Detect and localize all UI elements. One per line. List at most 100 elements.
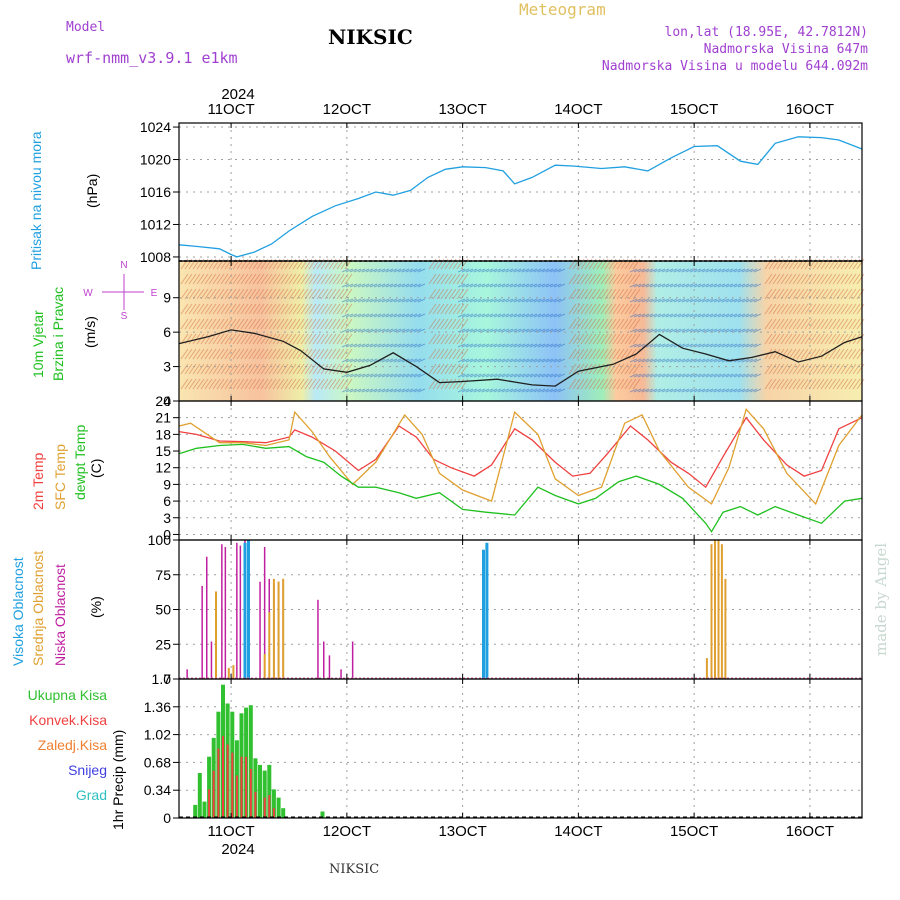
- wind-barb: [457, 373, 466, 378]
- wind-barb: [365, 313, 374, 318]
- wind-barb: [588, 333, 597, 345]
- wind-barb: [465, 313, 474, 318]
- wind-barb: [796, 333, 805, 345]
- wind-barb: [405, 313, 414, 318]
- wind-barb: [804, 303, 813, 315]
- wind-barb: [300, 273, 309, 285]
- wind-barb: [401, 298, 410, 303]
- wind-barb: [557, 268, 566, 273]
- wind-barb: [436, 363, 445, 375]
- dewpoint-line: [178, 443, 863, 533]
- wind-barb: [653, 358, 662, 363]
- wind-barb: [557, 343, 566, 348]
- wind-barb: [260, 318, 269, 330]
- wind-barb: [196, 273, 205, 285]
- wind-barb: [397, 268, 406, 273]
- wind-barb: [465, 268, 474, 273]
- wind-barb: [224, 363, 233, 375]
- wind-barb: [428, 273, 437, 285]
- wind-barb: [717, 373, 726, 378]
- wind-barb: [653, 388, 662, 393]
- wind-barb: [557, 283, 566, 288]
- wind-barb: [824, 318, 833, 330]
- wind-barb: [365, 388, 374, 393]
- total-rain-bar: [258, 764, 262, 818]
- wind-barb: [389, 358, 398, 363]
- bottom-year-label: 2024: [221, 841, 254, 858]
- wind-barb: [633, 313, 642, 318]
- wind-barb: [509, 313, 518, 318]
- wind-barb: [820, 273, 829, 285]
- wind-barb: [772, 333, 781, 345]
- wind-barb: [344, 333, 353, 345]
- wind-barb: [377, 328, 386, 333]
- wind-barb: [612, 303, 621, 315]
- wind-barb: [713, 343, 722, 348]
- wind-barb: [373, 388, 382, 393]
- wind-barb: [417, 283, 426, 288]
- wind-barb: [624, 378, 633, 390]
- wind-barb: [353, 388, 362, 393]
- wind-barb: [545, 373, 554, 378]
- wind-barb: [832, 363, 841, 375]
- wind-barb: [768, 273, 777, 285]
- wind-barb: [373, 313, 382, 318]
- wind-barb: [693, 283, 702, 288]
- wind-barb: [448, 348, 457, 360]
- wind-barb: [432, 363, 441, 375]
- wind-barb: [808, 333, 817, 345]
- wind-barb: [268, 348, 277, 360]
- bottom-date-label: 16OCT: [786, 823, 834, 840]
- wind-barb: [196, 318, 205, 330]
- wind-barb: [705, 358, 714, 363]
- wind-barb: [792, 348, 801, 360]
- convective-rain-bar: [268, 795, 271, 818]
- wind-barb: [232, 363, 241, 375]
- wind-barb: [616, 348, 625, 360]
- wind-barb: [204, 363, 213, 375]
- wind-barb: [361, 283, 370, 288]
- wind-barb: [541, 343, 550, 348]
- wind-barb: [432, 318, 441, 330]
- wind-barb: [312, 273, 321, 285]
- wind-barb: [709, 343, 718, 348]
- wind-barb: [389, 388, 398, 393]
- wind-barb: [349, 373, 358, 378]
- wind-barb: [641, 373, 650, 378]
- wind-barb: [220, 318, 229, 330]
- wind-barb: [345, 268, 354, 273]
- wind-barb: [332, 378, 341, 390]
- wind-barb: [405, 388, 414, 393]
- wind-barb: [737, 328, 746, 333]
- wind-barb: [713, 373, 722, 378]
- wind-barb: [260, 348, 269, 360]
- wind-barb: [629, 388, 638, 393]
- wind-barb: [389, 283, 398, 288]
- wind-barb: [457, 283, 466, 288]
- wind-barb: [248, 303, 257, 315]
- convective-rain-bar: [208, 789, 211, 818]
- model-altitude: Nadmorska Visina u modelu 644.092m: [601, 59, 868, 74]
- wind-barb: [381, 268, 390, 273]
- wind-barb: [509, 343, 518, 348]
- wind-barb: [733, 373, 742, 378]
- wind-barb: [673, 373, 682, 378]
- wind-barb: [653, 373, 662, 378]
- wind-barb: [260, 363, 269, 375]
- wind-barb: [661, 388, 670, 393]
- wind-barb: [705, 268, 714, 273]
- station-title: NIKSIC: [328, 25, 413, 49]
- wind-barb: [553, 388, 562, 393]
- wind-barb: [292, 363, 301, 375]
- wind-barb: [272, 303, 281, 315]
- wind-barb: [580, 333, 589, 345]
- wind-barb: [772, 303, 781, 315]
- wind-barb: [840, 348, 849, 360]
- wind-barb: [661, 268, 670, 273]
- wind-barb: [729, 298, 738, 303]
- wind-barb: [252, 348, 261, 360]
- wind-barb: [681, 328, 690, 333]
- wind-barb: [409, 388, 418, 393]
- wind-barb: [220, 303, 229, 315]
- wind-barb: [244, 303, 253, 315]
